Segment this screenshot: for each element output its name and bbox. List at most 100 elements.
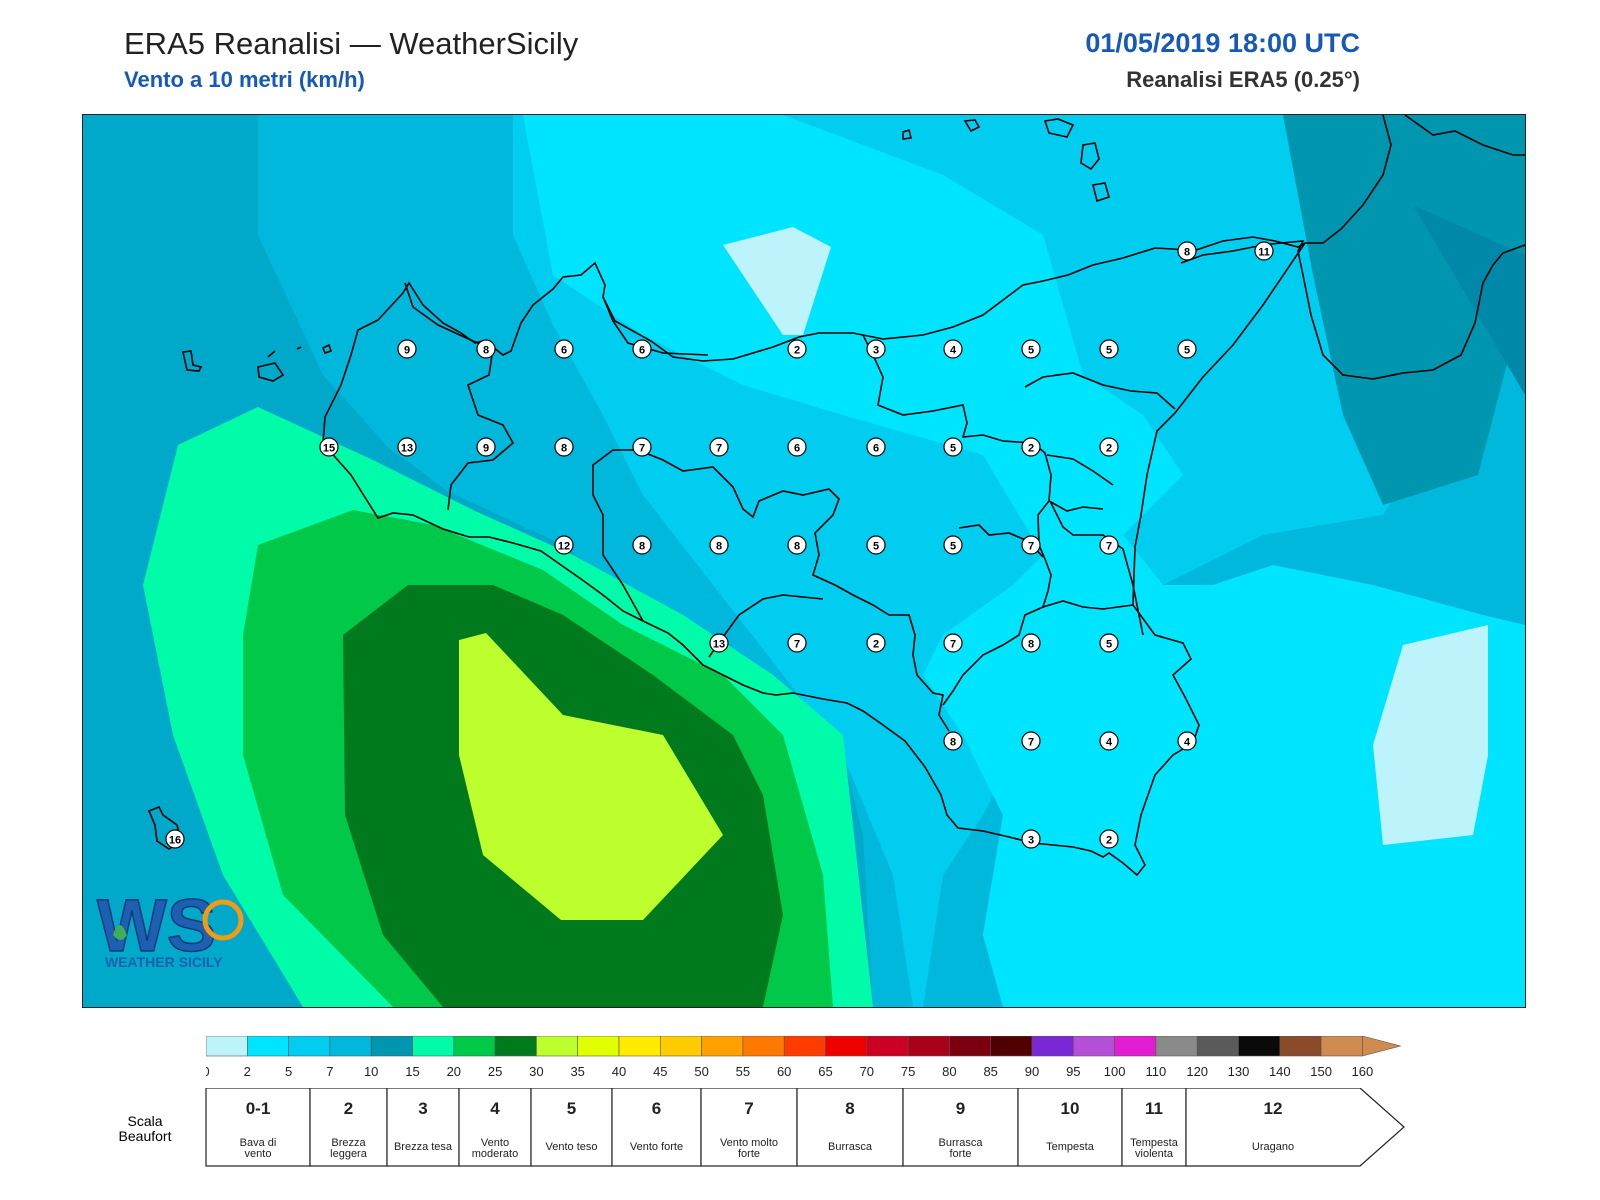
station-marker[interactable]: 15 (319, 437, 339, 457)
station-marker[interactable]: 8 (1177, 241, 1197, 261)
station-marker[interactable]: 2 (866, 633, 886, 653)
station-marker[interactable]: 12 (554, 535, 574, 555)
beaufort-description: Burrasca forte (938, 1137, 983, 1160)
colorbar-cell (701, 1036, 744, 1057)
station-marker[interactable]: 8 (554, 437, 574, 457)
station-marker[interactable]: 5 (866, 535, 886, 555)
colorbar-tick-label: 50 (694, 1064, 708, 1079)
station-marker[interactable]: 7 (1021, 535, 1041, 555)
svg-text:4: 4 (1184, 737, 1191, 749)
valid-datetime: 01/05/2019 18:00 UTC (1085, 28, 1360, 58)
station-marker[interactable]: 7 (632, 437, 652, 457)
beaufort-number: 6 (652, 1099, 661, 1118)
colorbar-cell (742, 1036, 785, 1057)
station-marker[interactable]: 13 (709, 633, 729, 653)
station-marker[interactable]: 2 (1099, 437, 1119, 457)
station-marker[interactable]: 3 (866, 339, 886, 359)
colorbar-tick-label: 10 (364, 1064, 378, 1079)
beaufort-number: 5 (567, 1099, 576, 1118)
station-marker[interactable]: 7 (787, 633, 807, 653)
beaufort-description: Tempesta (1046, 1141, 1095, 1153)
wind-map[interactable]: 9 8 6 6 2 3 4 5 5 5 8 11 15 13 9 8 7 7 6… (82, 114, 1526, 1008)
station-marker[interactable]: 11 (1254, 241, 1274, 261)
station-marker[interactable]: 8 (632, 535, 652, 555)
beaufort-scale: Scala Beaufort 0-1 Bava di vento 2 Brezza leg… (119, 1088, 1405, 1167)
station-marker[interactable]: 16 (165, 829, 185, 849)
station-marker[interactable]: 5 (1099, 339, 1119, 359)
beaufort-number: 2 (344, 1099, 353, 1118)
station-marker[interactable]: 9 (476, 437, 496, 457)
station-marker[interactable]: 4 (1177, 731, 1197, 751)
beaufort-cell: 5 Vento teso (530, 1088, 613, 1167)
station-marker[interactable]: 5 (943, 535, 963, 555)
beaufort-cells: 0-1 Bava di vento 2 Brezza leggera 3 Brezza tes… (205, 1088, 1405, 1167)
beaufort-description: Bava di vento (240, 1137, 277, 1160)
beaufort-description: Vento moderato (472, 1137, 518, 1160)
beaufort-cell: 7 Vento molto forte (700, 1088, 798, 1167)
colorbar-tick-label: 2 (244, 1064, 251, 1079)
station-marker[interactable]: 5 (943, 437, 963, 457)
beaufort-description: Vento forte (630, 1141, 683, 1153)
beaufort-cell: 10 Tempesta (1017, 1088, 1123, 1167)
station-marker[interactable]: 7 (1099, 535, 1119, 555)
colorbar-cell (1072, 1036, 1115, 1057)
station-marker[interactable]: 4 (943, 339, 963, 359)
colorbar-tick-label: 7 (326, 1064, 333, 1079)
station-marker[interactable]: 13 (397, 437, 417, 457)
weathersicily-logo: WS WEATHER SICILY (96, 883, 244, 970)
colorbar-cell (659, 1036, 702, 1057)
station-marker[interactable]: 4 (1099, 731, 1119, 751)
station-marker[interactable]: 6 (632, 339, 652, 359)
station-marker[interactable]: 7 (1021, 731, 1041, 751)
colorbar-tick-label: 5 (285, 1064, 292, 1079)
colorbar-tick-label: 95 (1066, 1064, 1080, 1079)
station-marker[interactable]: 5 (1177, 339, 1197, 359)
station-marker[interactable]: 6 (787, 437, 807, 457)
contour-2-5 (523, 115, 1525, 1007)
station-marker[interactable]: 8 (787, 535, 807, 555)
station-marker[interactable]: 3 (1021, 829, 1041, 849)
station-marker[interactable]: 5 (1021, 339, 1041, 359)
colorbar-labels: 0257101520253035404550556065707580859095… (206, 1064, 1373, 1079)
svg-text:8: 8 (950, 737, 956, 749)
leaf-icon (113, 925, 127, 940)
svg-text:8: 8 (1184, 247, 1190, 259)
colorbar-tick-label: 160 (1352, 1064, 1374, 1079)
colorbar-cell (453, 1036, 496, 1057)
beaufort-cell: 8 Burrasca (796, 1088, 904, 1167)
colorbar-cell (1279, 1036, 1322, 1057)
colorbar-cell (494, 1036, 537, 1057)
svg-text:5: 5 (950, 443, 956, 455)
colorbar-cell (246, 1036, 289, 1057)
colorbar-tick-label: 45 (653, 1064, 667, 1079)
colorbar-cell (1114, 1036, 1157, 1057)
svg-text:3: 3 (873, 345, 879, 357)
colorbar-cell (949, 1036, 992, 1057)
station-marker[interactable]: 8 (943, 731, 963, 751)
station-marker[interactable]: 6 (554, 339, 574, 359)
colorbar-tick-label: 0 (206, 1064, 210, 1079)
station-marker[interactable]: 7 (709, 437, 729, 457)
station-marker[interactable]: 5 (1099, 633, 1119, 653)
station-marker[interactable]: 2 (1099, 829, 1119, 849)
station-marker[interactable]: 8 (709, 535, 729, 555)
colorbar-cells (206, 1036, 1402, 1057)
svg-text:12: 12 (558, 541, 570, 553)
station-marker[interactable]: 8 (1021, 633, 1041, 653)
beaufort-cell: 4 Vento moderato (458, 1088, 532, 1167)
station-marker[interactable]: 9 (397, 339, 417, 359)
station-marker[interactable]: 7 (943, 633, 963, 653)
colorbar-tick-label: 55 (736, 1064, 750, 1079)
station-marker[interactable]: 2 (1021, 437, 1041, 457)
station-marker[interactable]: 6 (866, 437, 886, 457)
svg-text:8: 8 (716, 541, 722, 553)
beaufort-description: Uragano (1252, 1141, 1294, 1153)
svg-text:8: 8 (1028, 639, 1034, 651)
svg-text:6: 6 (873, 443, 879, 455)
station-marker[interactable]: 2 (787, 339, 807, 359)
svg-text:16: 16 (169, 835, 181, 847)
svg-text:5: 5 (1106, 639, 1112, 651)
colorbar-cell (1196, 1036, 1239, 1057)
svg-text:15: 15 (323, 443, 335, 455)
station-marker[interactable]: 8 (476, 339, 496, 359)
